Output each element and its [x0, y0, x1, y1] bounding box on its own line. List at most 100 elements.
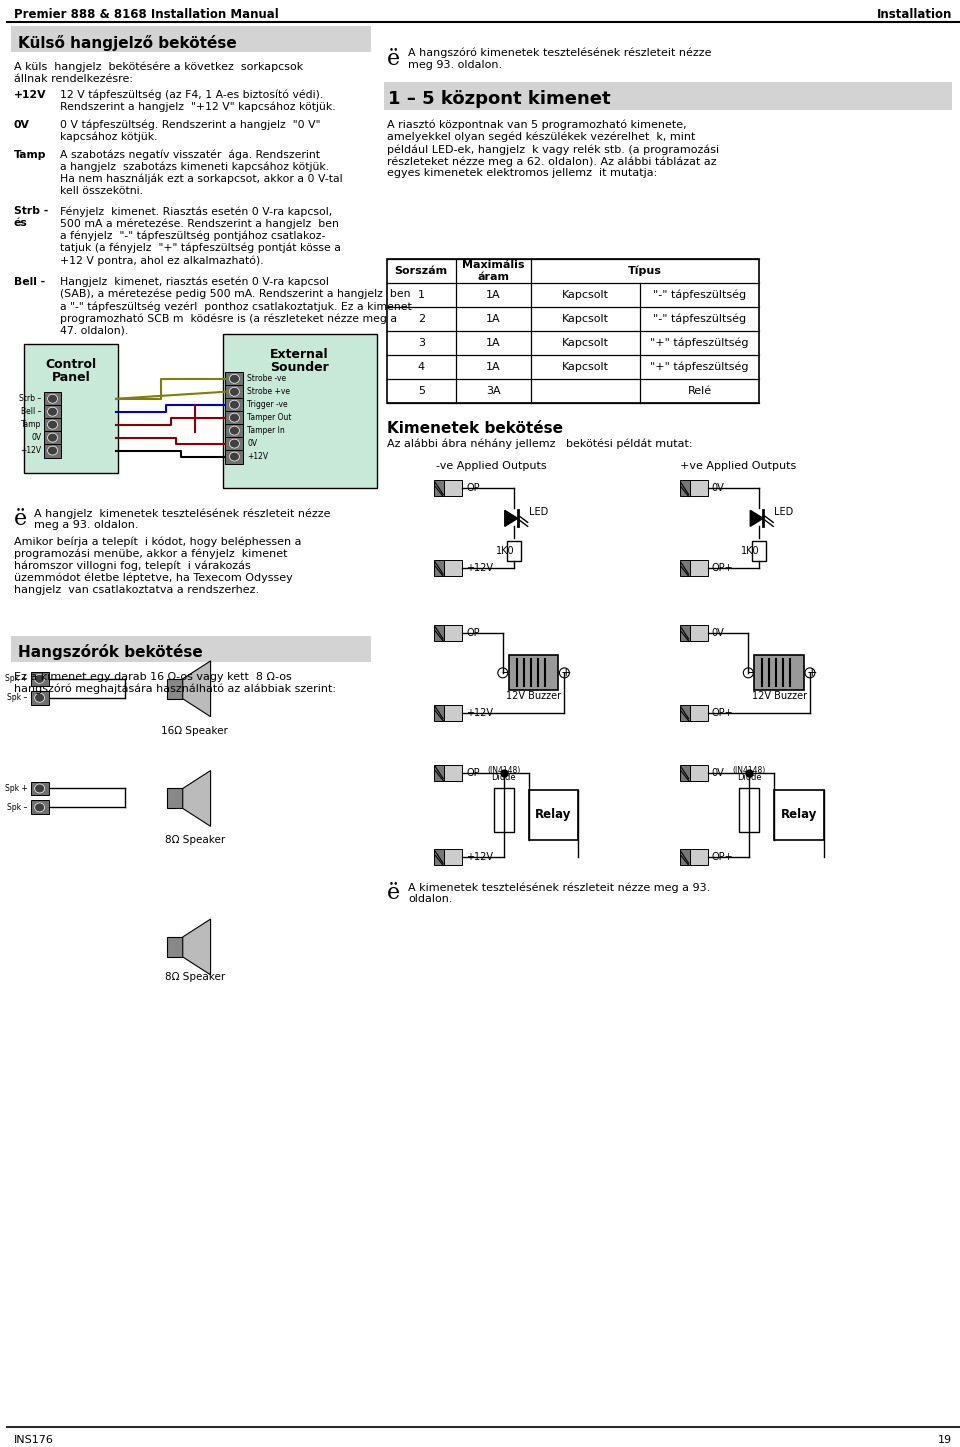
Text: Strobe +ve: Strobe +ve	[248, 388, 290, 396]
Bar	[43, 444, 61, 457]
Bar	[689, 705, 708, 721]
Text: Relay: Relay	[536, 809, 571, 822]
Bar	[434, 560, 444, 576]
Text: 1K0: 1K0	[495, 546, 515, 556]
Text: +ve Applied Outputs: +ve Applied Outputs	[680, 460, 796, 470]
Text: Kimenetek bekötése: Kimenetek bekötése	[387, 421, 563, 436]
Bar	[774, 790, 824, 839]
Ellipse shape	[48, 420, 58, 430]
Text: Tamp: Tamp	[13, 149, 46, 159]
Text: Típus: Típus	[628, 266, 661, 276]
Bar	[444, 705, 462, 721]
Bar	[753, 541, 766, 561]
Bar	[680, 849, 689, 865]
Bar	[383, 81, 952, 110]
Text: 8Ω Speaker: 8Ω Speaker	[164, 972, 225, 983]
Bar	[223, 334, 376, 489]
Bar	[43, 431, 61, 444]
Text: 12 V tápfeszültség (az F4, 1 A-es biztosító védi).
Rendszerint a hangjelz  "+12 : 12 V tápfeszültség (az F4, 1 A-es biztos…	[60, 90, 336, 113]
Text: 1A: 1A	[486, 362, 501, 372]
Bar	[680, 625, 689, 641]
Text: 1A: 1A	[486, 314, 501, 324]
Text: 0V: 0V	[13, 120, 30, 130]
Text: OP-: OP-	[466, 767, 483, 777]
Text: Tamper In: Tamper In	[248, 425, 285, 436]
Ellipse shape	[229, 438, 239, 449]
Text: Strobe -ve: Strobe -ve	[248, 375, 286, 383]
Text: Premier 888 & 8168 Installation Manual: Premier 888 & 8168 Installation Manual	[13, 9, 278, 20]
Polygon shape	[182, 661, 210, 716]
Bar	[31, 800, 49, 815]
Text: Diode: Diode	[492, 773, 516, 781]
Ellipse shape	[229, 375, 239, 383]
Text: Sounder: Sounder	[270, 360, 329, 373]
Text: +: +	[561, 667, 572, 679]
Ellipse shape	[229, 401, 239, 410]
Text: Relay: Relay	[780, 809, 817, 822]
Text: OP-: OP-	[466, 483, 483, 493]
Text: Maximális
áram: Maximális áram	[462, 260, 524, 282]
Text: Kapcsolt: Kapcsolt	[562, 339, 609, 347]
Text: –: –	[747, 667, 754, 679]
Bar	[226, 372, 244, 386]
Text: LED: LED	[529, 508, 548, 518]
Text: (IN4148): (IN4148)	[487, 765, 520, 776]
Text: 12V Buzzer: 12V Buzzer	[506, 690, 562, 700]
Text: 0V: 0V	[711, 628, 724, 638]
Bar	[43, 392, 61, 405]
Text: ë: ë	[387, 883, 399, 904]
Bar	[755, 655, 804, 690]
Ellipse shape	[48, 433, 58, 443]
Bar	[43, 405, 61, 418]
Text: OP+: OP+	[711, 852, 733, 862]
Text: Trigger -ve: Trigger -ve	[248, 401, 288, 410]
Ellipse shape	[48, 394, 58, 404]
Text: +: +	[806, 667, 817, 679]
Text: Spk +: Spk +	[5, 784, 28, 793]
Ellipse shape	[35, 693, 44, 702]
Bar	[444, 560, 462, 576]
Bar	[434, 849, 444, 865]
Text: 1A: 1A	[486, 339, 501, 347]
Text: Spk –: Spk –	[8, 693, 28, 702]
Text: "-" tápfeszültség: "-" tápfeszültség	[653, 314, 746, 324]
Text: 19: 19	[938, 1435, 952, 1446]
Text: A küls  hangjelz  bekötésére a következ  sorkapcsok
állnak rendelkezésre:: A küls hangjelz bekötésére a következ so…	[13, 62, 303, 84]
Text: "-" tápfeszültség: "-" tápfeszültség	[653, 289, 746, 301]
Text: +12V: +12V	[466, 852, 493, 862]
Bar	[493, 789, 514, 832]
Bar	[680, 705, 689, 721]
Text: Spk –: Spk –	[8, 803, 28, 812]
Text: 3A: 3A	[486, 386, 501, 395]
Bar	[226, 437, 244, 450]
Text: Strb -
és: Strb - és	[13, 207, 48, 229]
Text: 1A: 1A	[486, 289, 501, 300]
Text: 0V: 0V	[711, 767, 724, 777]
Text: Diode: Diode	[737, 773, 761, 781]
Bar	[444, 625, 462, 641]
Polygon shape	[182, 771, 210, 826]
Text: LED: LED	[774, 508, 793, 518]
Circle shape	[498, 669, 508, 677]
Bar	[680, 764, 689, 780]
Bar	[507, 541, 520, 561]
Circle shape	[743, 669, 754, 677]
Text: +12V: +12V	[13, 90, 46, 100]
Bar	[509, 655, 559, 690]
Text: A kimenetek tesztelésének részleteit nézze meg a 93.
oldalon.: A kimenetek tesztelésének részleteit néz…	[408, 883, 710, 904]
Text: "+" tápfeszültség: "+" tápfeszültség	[650, 337, 749, 349]
Text: OP+: OP+	[711, 708, 733, 718]
Text: –: –	[502, 667, 508, 679]
Bar	[689, 560, 708, 576]
Bar	[43, 418, 61, 431]
Bar	[434, 625, 444, 641]
Text: Strb –: Strb –	[19, 394, 41, 404]
Text: 16Ω Speaker: 16Ω Speaker	[161, 726, 228, 735]
Ellipse shape	[35, 674, 44, 683]
Circle shape	[560, 669, 569, 677]
Polygon shape	[182, 919, 210, 975]
Text: A hangszóró kimenetek tesztelésének részleteit nézze
meg 93. oldalon.: A hangszóró kimenetek tesztelésének rész…	[408, 48, 712, 69]
Text: 3: 3	[418, 339, 424, 347]
Bar	[226, 424, 244, 437]
Text: +12V: +12V	[248, 451, 269, 462]
